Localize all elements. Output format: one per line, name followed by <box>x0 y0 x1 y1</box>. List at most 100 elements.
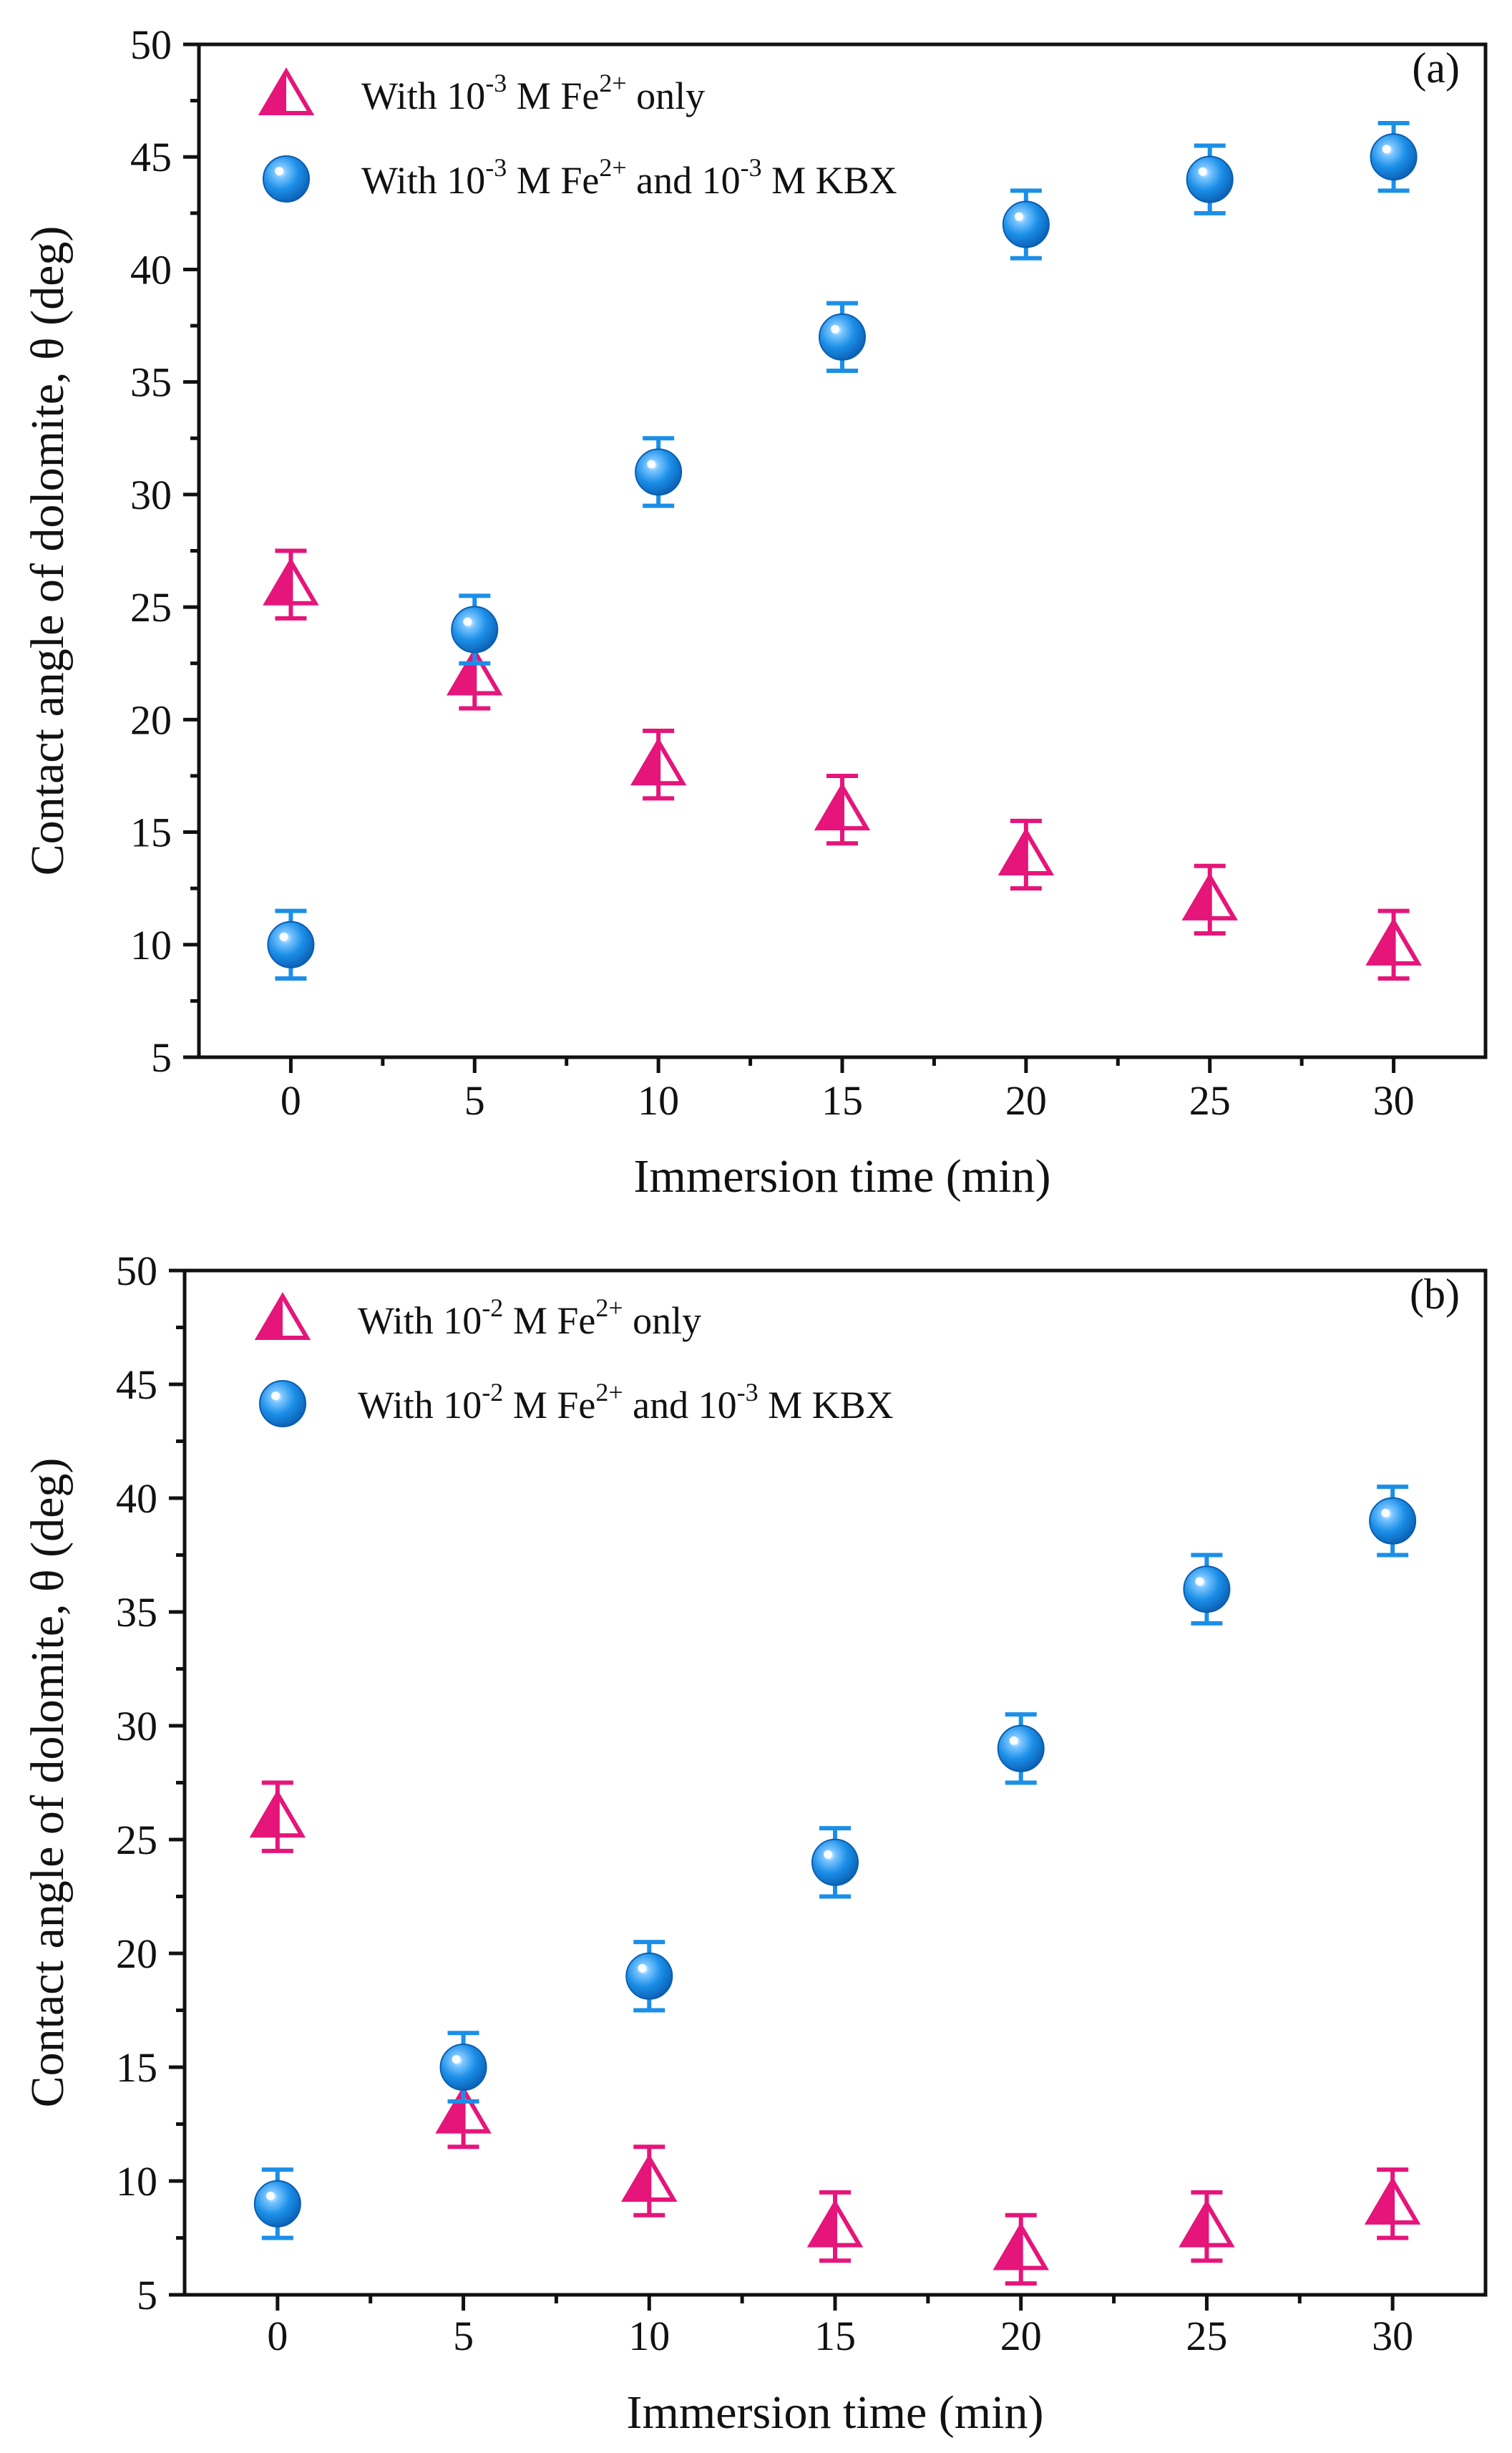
x-tick-label: 25 <box>1186 2313 1227 2359</box>
y-axis-title: Contact angle of dolomite, θ (deg) <box>21 226 74 876</box>
data-point-sphere-highlight <box>265 2191 275 2200</box>
y-tick-label: 15 <box>116 2044 157 2091</box>
legend-superscript: -2 <box>482 1378 503 1407</box>
data-point-triangle-outline <box>1365 917 1422 966</box>
legend-text-part: With 10 <box>361 159 485 202</box>
data-point-sphere-highlight <box>638 1963 647 1973</box>
y-tick-label: 15 <box>130 810 172 856</box>
y-tick-label: 45 <box>116 1361 157 1408</box>
data-point-sphere <box>997 1724 1045 1772</box>
x-tick-label: 10 <box>638 1077 679 1124</box>
x-tick-label: 0 <box>281 1077 301 1124</box>
data-point-triangle-outline <box>621 2154 678 2202</box>
data-point-sphere-highlight <box>452 2055 461 2064</box>
data-point-sphere <box>625 1952 673 2000</box>
data-point-sphere <box>811 1838 859 1886</box>
data-point-sphere-ball <box>253 2180 301 2228</box>
legend-superscript: -3 <box>741 153 762 182</box>
data-point-sphere-highlight <box>463 617 472 626</box>
legend-text-part: M Fe <box>503 1384 595 1427</box>
y-tick-label: 10 <box>116 2158 157 2205</box>
y-tick-label: 30 <box>116 1703 157 1749</box>
data-point-triangle <box>814 782 871 831</box>
data-point-triangle-outline <box>992 2222 1049 2270</box>
data-point-sphere-ball <box>451 606 499 654</box>
legend-marker-triangle-outline <box>258 67 315 116</box>
data-point-sphere <box>1370 133 1418 181</box>
data-point-triangle-outline <box>806 2199 864 2248</box>
data-point-sphere-ball <box>625 1952 673 2000</box>
legend-marker-sphere-highlight <box>271 1391 280 1400</box>
data-point-sphere-ball <box>997 1724 1045 1772</box>
data-point-triangle-outline <box>630 737 687 786</box>
x-axis-title: Immersion time (min) <box>627 2386 1044 2439</box>
legend-label: With 10-2 M Fe2+ only <box>358 1293 701 1342</box>
data-point-sphere <box>253 2180 301 2228</box>
legend-marker-triangle-outline <box>254 1292 311 1341</box>
legend-text-part: M Fe <box>507 159 599 202</box>
y-tick-label: 20 <box>116 1930 157 1977</box>
data-point-sphere-highlight <box>1195 1577 1204 1586</box>
y-tick-label: 45 <box>130 134 172 180</box>
data-point-triangle <box>630 737 687 786</box>
data-point-sphere-ball <box>1002 200 1050 248</box>
data-point-triangle <box>249 1789 306 1838</box>
legend-marker-sphere <box>263 155 310 203</box>
data-point-sphere-ball <box>1186 155 1234 203</box>
x-tick-label: 15 <box>814 2313 856 2359</box>
y-tick-label: 35 <box>130 359 172 406</box>
legend-text-part: only <box>627 74 706 117</box>
data-point-triangle <box>621 2154 678 2202</box>
data-point-sphere-highlight <box>279 932 288 941</box>
legend-entry: With 10-2 M Fe2+ only <box>254 1292 701 1342</box>
y-axis-title: Contact angle of dolomite, θ (deg) <box>21 1458 74 2108</box>
data-point-sphere <box>439 2044 487 2091</box>
x-tick-label: 20 <box>1000 2313 1042 2359</box>
legend-text-part: With 10 <box>358 1384 482 1427</box>
data-point-triangle-outline <box>1364 2176 1421 2225</box>
data-point-sphere <box>819 313 866 361</box>
data-point-sphere-highlight <box>1014 212 1023 221</box>
x-tick-label: 15 <box>821 1077 863 1124</box>
y-tick-label: 30 <box>130 472 172 518</box>
legend-text-part: With 10 <box>358 1299 482 1342</box>
y-tick-label: 25 <box>116 1817 157 1863</box>
data-point-triangle <box>1364 2176 1421 2225</box>
legend-text-part: M Fe <box>503 1299 595 1342</box>
data-point-sphere-highlight <box>1009 1736 1018 1745</box>
data-point-triangle <box>1181 872 1238 921</box>
legend-marker-sphere-ball <box>259 1380 306 1427</box>
legend-superscript: 2+ <box>599 153 626 182</box>
data-point-sphere-highlight <box>824 1850 832 1859</box>
data-point-sphere <box>451 606 499 654</box>
legend-superscript: -2 <box>482 1293 503 1322</box>
data-point-triangle <box>1179 2199 1235 2248</box>
data-point-sphere-ball <box>439 2044 487 2091</box>
data-point-sphere <box>267 921 315 968</box>
data-point-sphere-highlight <box>647 460 656 469</box>
legend-superscript: 2+ <box>595 1293 623 1322</box>
legend-superscript: -3 <box>737 1378 759 1407</box>
x-axis-title: Immersion time (min) <box>634 1150 1051 1203</box>
legend-marker-sphere <box>259 1380 306 1427</box>
legend-text-part: M KBX <box>759 1384 894 1427</box>
y-tick-label: 50 <box>130 21 172 68</box>
legend-text-part: M KBX <box>762 159 897 202</box>
x-tick-label: 20 <box>1005 1077 1047 1124</box>
data-point-sphere-ball <box>1369 1497 1417 1545</box>
panel-label: (b) <box>1410 1271 1460 1318</box>
data-point-sphere-ball <box>1183 1565 1231 1613</box>
x-tick-label: 25 <box>1189 1077 1231 1124</box>
x-tick-label: 30 <box>1373 1077 1415 1124</box>
x-tick-label: 30 <box>1372 2313 1413 2359</box>
data-point-sphere <box>1002 200 1050 248</box>
data-point-triangle <box>806 2199 864 2248</box>
y-tick-label: 50 <box>116 1248 157 1294</box>
data-point-sphere <box>1183 1565 1231 1613</box>
data-point-sphere-highlight <box>1198 167 1207 176</box>
y-tick-label: 5 <box>137 2272 157 2318</box>
data-point-sphere-ball <box>1370 133 1418 181</box>
legend-text-part: M Fe <box>507 74 599 117</box>
legend-label: With 10-3 M Fe2+ only <box>361 69 705 117</box>
y-tick-label: 40 <box>116 1475 157 1522</box>
